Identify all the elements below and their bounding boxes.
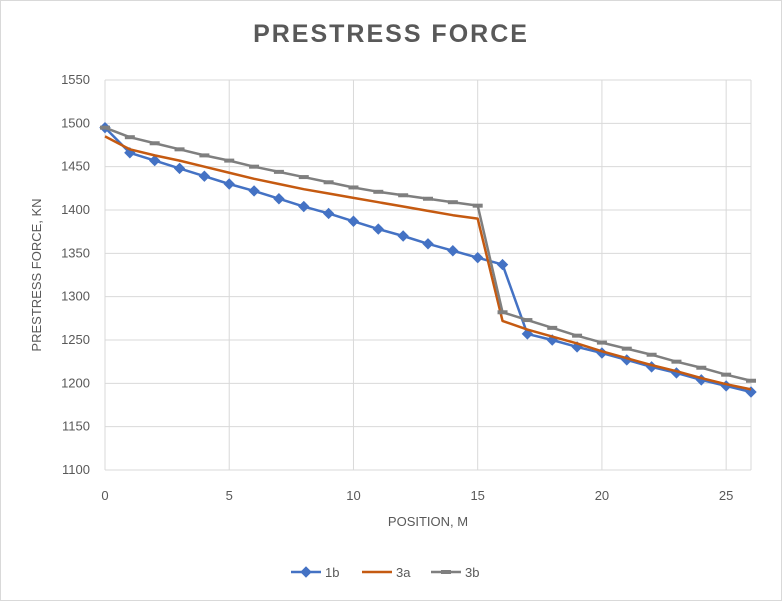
y-tick-label: 1550: [61, 72, 90, 87]
legend: 1b 3a 3b: [291, 565, 479, 580]
x-tick-label: 5: [226, 488, 233, 503]
data-point-marker: [372, 223, 385, 235]
data-point-marker: [173, 162, 186, 175]
legend-label: 3b: [465, 565, 479, 580]
x-axis-label: POSITION, M: [388, 514, 468, 529]
x-tick-label: 20: [595, 488, 609, 503]
data-point-marker: [397, 230, 409, 242]
series-1b: [99, 121, 757, 398]
legend-item-3b: 3b: [431, 565, 479, 580]
y-tick-label: 1100: [62, 462, 90, 477]
x-tick-label: 15: [470, 488, 484, 503]
data-point-marker: [273, 193, 285, 205]
data-point-marker: [223, 178, 235, 190]
y-tick-label: 1400: [61, 202, 90, 217]
y-tick-label: 1450: [61, 159, 90, 174]
x-tick-label: 0: [101, 488, 108, 503]
y-tick-label: 1200: [61, 375, 90, 390]
y-tick-labels: 1100 1150 1200 1250 1300 1350 1400 1450 1500 1550: [61, 72, 90, 477]
chart-title: PRESTRESS FORCE: [253, 20, 529, 48]
data-point-marker: [471, 251, 484, 264]
y-axis-label: PRESTRESS FORCE, KN: [29, 198, 44, 351]
series-3a: [104, 135, 752, 391]
series-3b: [100, 125, 756, 383]
data-point-marker: [248, 185, 260, 197]
y-tick-label: 1500: [61, 115, 90, 130]
y-tick-label: 1350: [61, 245, 90, 260]
y-tick-label: 1250: [61, 332, 90, 347]
y-tick-label: 1300: [61, 289, 90, 304]
legend-item-3a: 3a: [362, 565, 411, 580]
series-lines: [99, 121, 757, 398]
data-point-marker: [300, 566, 312, 578]
y-tick-label: 1150: [62, 419, 90, 434]
legend-item-1b: 1b: [291, 565, 339, 580]
x-tick-label: 10: [346, 488, 360, 503]
data-point-marker: [347, 215, 360, 227]
series-line-3a: [104, 135, 752, 391]
data-point-marker: [148, 154, 161, 167]
data-point-marker: [447, 245, 459, 257]
data-point-marker: [298, 200, 310, 213]
gridlines: [104, 79, 752, 471]
data-point-marker: [422, 238, 434, 250]
legend-label: 3a: [396, 565, 411, 580]
legend-label: 1b: [325, 565, 339, 580]
data-point-marker: [496, 258, 509, 271]
x-tick-label: 25: [719, 488, 733, 503]
data-point-marker: [322, 207, 335, 220]
data-point-marker: [198, 170, 211, 182]
x-tick-labels: 0 5 10 15 20 25: [101, 488, 733, 503]
